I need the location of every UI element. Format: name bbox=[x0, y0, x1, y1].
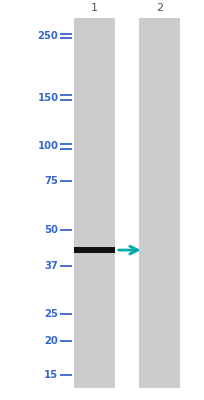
Bar bbox=[73, 248, 114, 253]
Text: 2: 2 bbox=[156, 3, 163, 13]
Text: 15: 15 bbox=[44, 370, 58, 380]
Bar bbox=[139, 18, 180, 388]
Text: 75: 75 bbox=[44, 176, 58, 186]
Text: 100: 100 bbox=[37, 142, 58, 152]
Text: 20: 20 bbox=[44, 336, 58, 346]
Text: 37: 37 bbox=[44, 261, 58, 271]
Text: 1: 1 bbox=[90, 3, 97, 13]
Text: 25: 25 bbox=[44, 309, 58, 319]
Text: 50: 50 bbox=[44, 225, 58, 235]
Text: 150: 150 bbox=[37, 92, 58, 102]
Text: 250: 250 bbox=[38, 31, 58, 41]
Bar bbox=[73, 18, 114, 388]
